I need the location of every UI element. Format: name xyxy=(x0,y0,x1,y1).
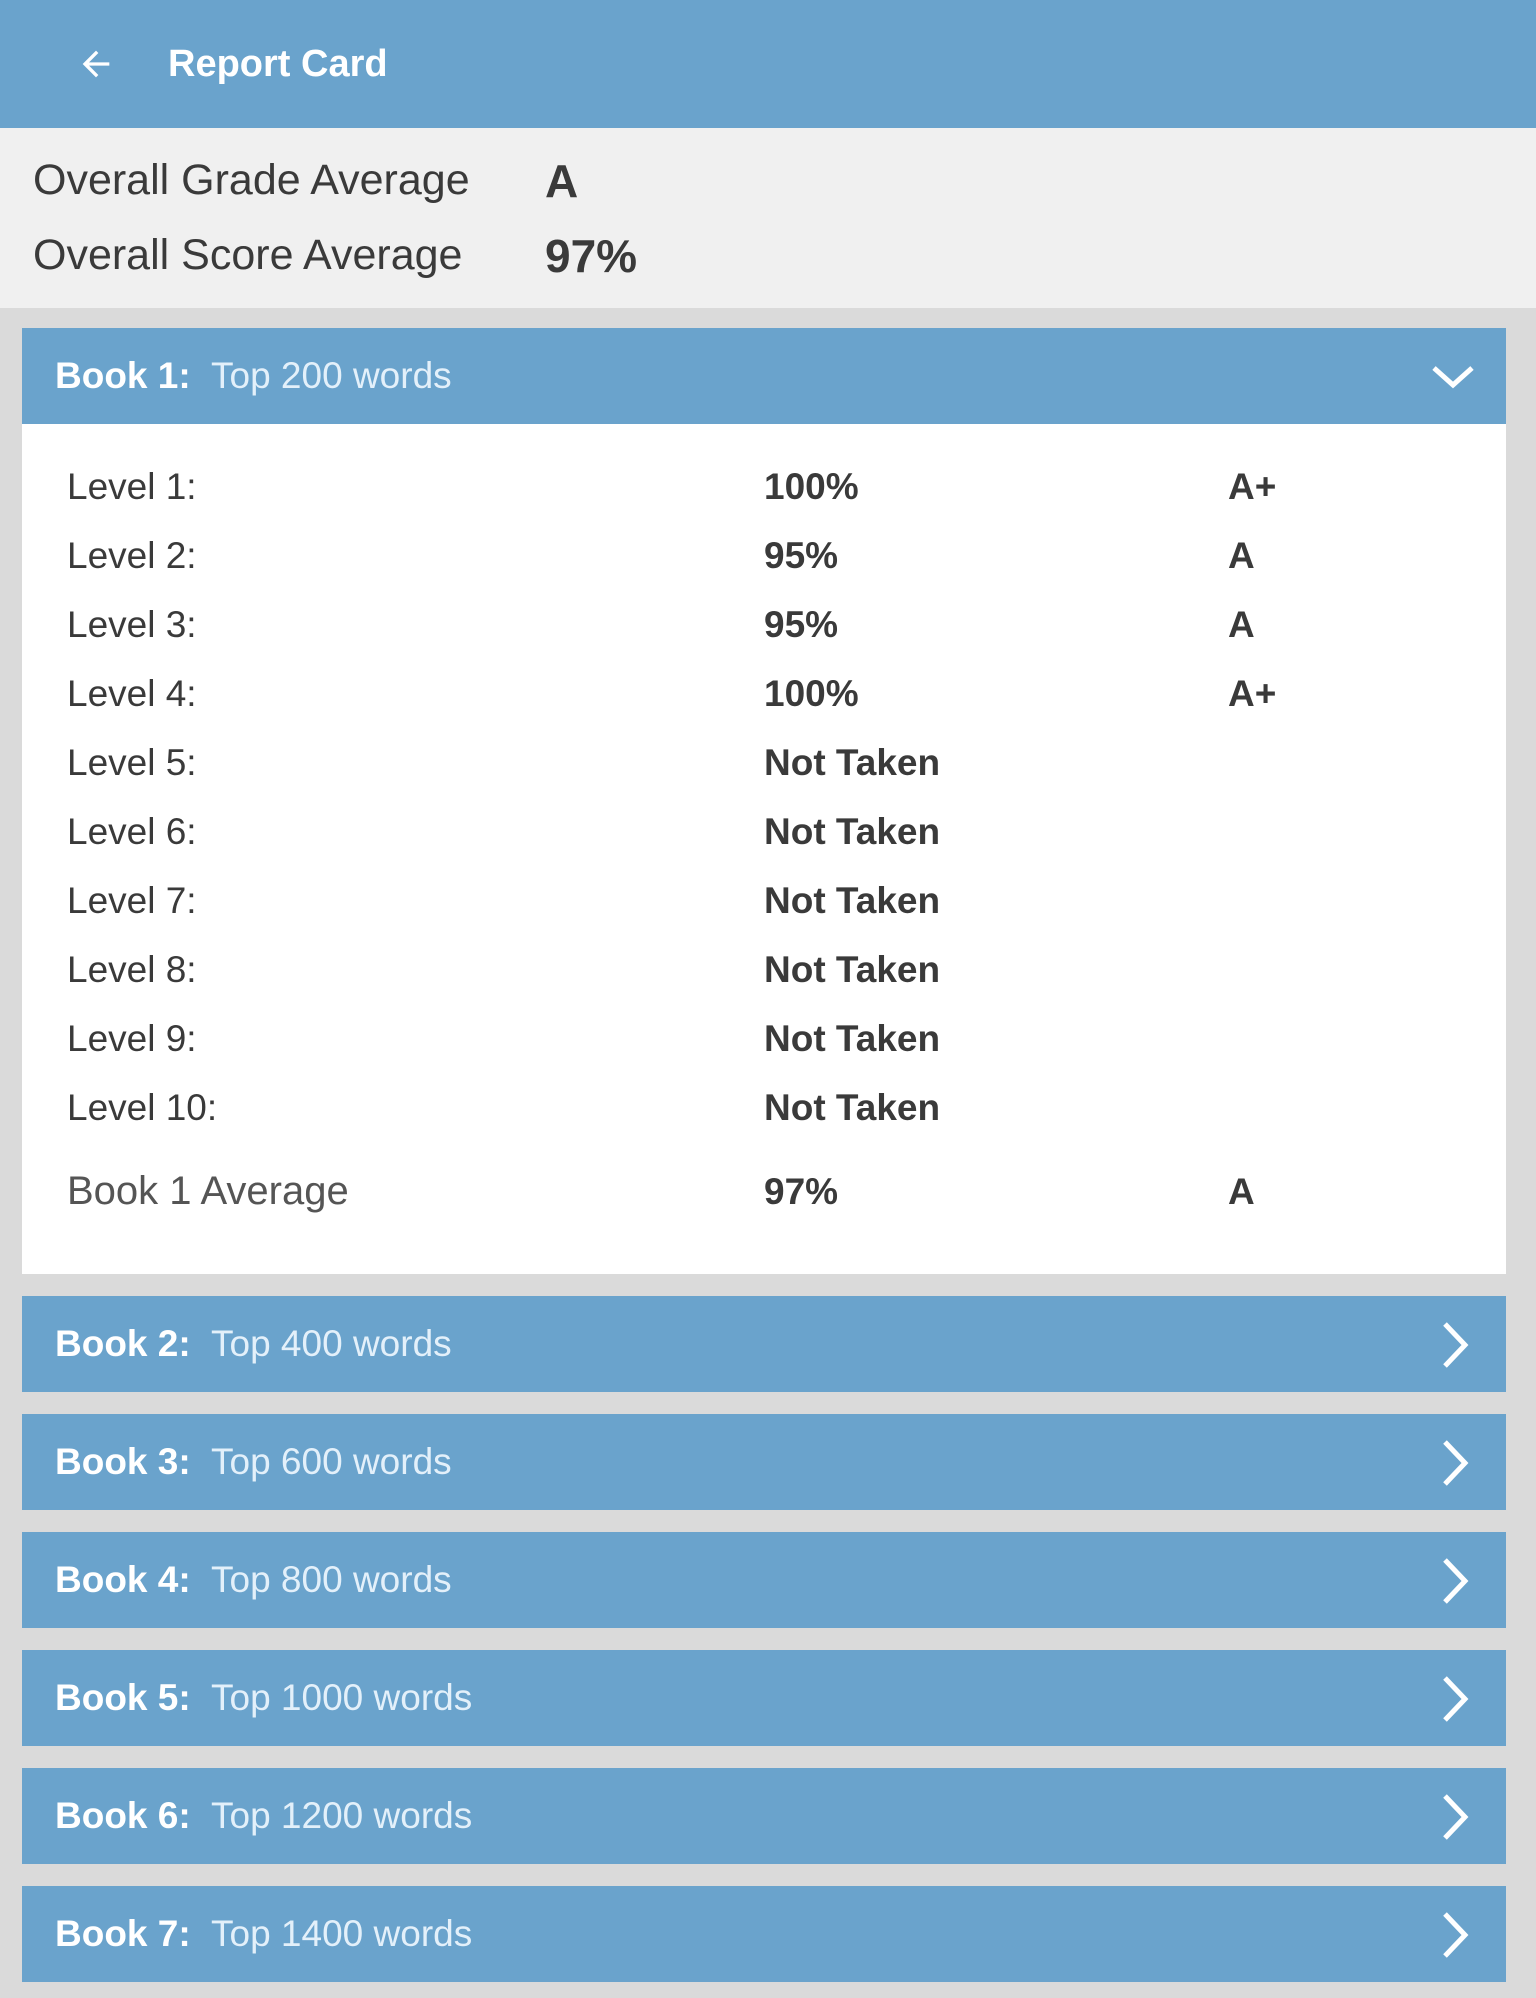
level-label: Level 7: xyxy=(67,880,197,921)
level-grade: A xyxy=(1228,535,1255,576)
back-button[interactable] xyxy=(72,40,120,88)
level-grade: A+ xyxy=(1228,673,1277,714)
level-score: Not Taken xyxy=(764,1018,941,1059)
level-score: Not Taken xyxy=(764,742,941,783)
level-label: Level 1: xyxy=(67,466,197,507)
level-row: Level 9: Not Taken xyxy=(22,1004,1506,1073)
book-average-row: Book 1 Average 97% A xyxy=(22,1157,1506,1226)
level-grade: A xyxy=(1228,604,1255,645)
book-subtitle: Top 1200 words xyxy=(211,1795,473,1836)
book-5-header[interactable]: Book 5: Top 1000 words xyxy=(22,1650,1506,1746)
level-label: Level 4: xyxy=(67,673,197,714)
book-3-header[interactable]: Book 3: Top 600 words xyxy=(22,1414,1506,1510)
book-label: Book 3: xyxy=(55,1441,191,1482)
arrow-left-icon xyxy=(82,50,110,78)
book-label: Book 6: xyxy=(55,1795,191,1836)
level-row: Level 1: 100% A+ xyxy=(22,452,1506,521)
level-label: Level 10: xyxy=(67,1087,218,1128)
chevron-down-icon xyxy=(1432,366,1474,389)
level-row: Level 5: Not Taken xyxy=(22,728,1506,797)
book-4-header[interactable]: Book 4: Top 800 words xyxy=(22,1532,1506,1628)
book-label: Book 5: xyxy=(55,1677,191,1718)
level-score: 100% xyxy=(764,466,859,507)
overall-score-value: 97% xyxy=(545,230,638,282)
chevron-right-icon xyxy=(1443,1322,1469,1368)
level-row: Level 3: 95% A xyxy=(22,590,1506,659)
level-score: 95% xyxy=(764,604,839,645)
level-label: Level 2: xyxy=(67,535,197,576)
book-label: Book 7: xyxy=(55,1913,191,1954)
book-1-header[interactable]: Book 1: Top 200 words xyxy=(22,328,1506,424)
book-subtitle: Top 1000 words xyxy=(211,1677,473,1718)
level-row: Level 10: Not Taken xyxy=(22,1073,1506,1142)
book-average-label: Book 1 Average xyxy=(67,1169,349,1213)
book-subtitle: Top 600 words xyxy=(211,1441,452,1482)
level-label: Level 9: xyxy=(67,1018,197,1059)
page-title: Report Card xyxy=(168,43,388,85)
book-7-header[interactable]: Book 7: Top 1400 words xyxy=(22,1886,1506,1982)
book-label: Book 1: xyxy=(55,355,191,396)
book-subtitle: Top 800 words xyxy=(211,1559,452,1600)
level-grade: A+ xyxy=(1228,466,1277,507)
book-average-grade: A xyxy=(1228,1171,1255,1212)
overall-score-label: Overall Score Average xyxy=(33,231,463,279)
level-score: Not Taken xyxy=(764,811,941,852)
book-2-header[interactable]: Book 2: Top 400 words xyxy=(22,1296,1506,1392)
level-score: 95% xyxy=(764,535,839,576)
overall-summary: Overall Grade Average A Overall Score Av… xyxy=(0,128,1536,308)
level-score: 100% xyxy=(764,673,859,714)
app-bar: Report Card xyxy=(0,0,1536,128)
overall-grade-value: A xyxy=(545,155,579,207)
book-label: Book 4: xyxy=(55,1559,191,1600)
chevron-right-icon xyxy=(1443,1440,1469,1486)
book-average-score: 97% xyxy=(764,1171,839,1212)
overall-grade-label: Overall Grade Average xyxy=(33,156,470,204)
book-label: Book 2: xyxy=(55,1323,191,1364)
level-score: Not Taken xyxy=(764,1087,941,1128)
chevron-right-icon xyxy=(1443,1558,1469,1604)
level-label: Level 5: xyxy=(67,742,197,783)
level-row: Level 4: 100% A+ xyxy=(22,659,1506,728)
level-score: Not Taken xyxy=(764,949,941,990)
level-row: Level 7: Not Taken xyxy=(22,866,1506,935)
chevron-right-icon xyxy=(1443,1676,1469,1722)
book-1-details: Level 1: 100% A+ Level 2: 95% A Level 3:… xyxy=(22,424,1506,1274)
book-subtitle: Top 400 words xyxy=(211,1323,452,1364)
level-label: Level 3: xyxy=(67,604,197,645)
level-row: Level 6: Not Taken xyxy=(22,797,1506,866)
level-row: Level 2: 95% A xyxy=(22,521,1506,590)
level-score: Not Taken xyxy=(764,880,941,921)
book-subtitle: Top 1400 words xyxy=(211,1913,473,1954)
chevron-right-icon xyxy=(1443,1912,1469,1958)
level-row: Level 8: Not Taken xyxy=(22,935,1506,1004)
book-subtitle: Top 200 words xyxy=(211,355,452,396)
level-label: Level 6: xyxy=(67,811,197,852)
level-label: Level 8: xyxy=(67,949,197,990)
chevron-right-icon xyxy=(1443,1794,1469,1840)
book-6-header[interactable]: Book 6: Top 1200 words xyxy=(22,1768,1506,1864)
